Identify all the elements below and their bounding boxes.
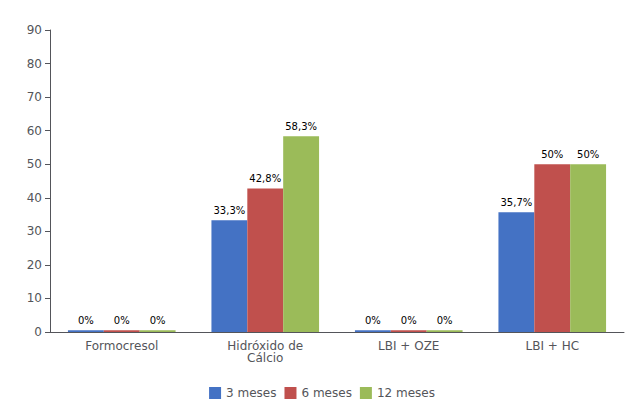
svg-text:6 meses: 6 meses (301, 386, 351, 400)
svg-text:20: 20 (27, 258, 42, 272)
svg-text:0%: 0% (401, 315, 417, 326)
svg-text:50%: 50% (541, 149, 563, 160)
svg-text:90: 90 (27, 23, 42, 37)
svg-text:LBI + OZE: LBI + OZE (378, 339, 439, 353)
svg-text:50: 50 (27, 157, 42, 171)
svg-text:Formocresol: Formocresol (85, 339, 158, 353)
svg-text:Cálcio: Cálcio (247, 351, 283, 365)
svg-text:0%: 0% (150, 315, 166, 326)
svg-text:0%: 0% (365, 315, 381, 326)
svg-text:70: 70 (27, 90, 42, 104)
svg-text:30: 30 (27, 224, 42, 238)
svg-text:0%: 0% (78, 315, 94, 326)
svg-text:58,3%: 58,3% (285, 121, 317, 132)
svg-text:12 meses: 12 meses (377, 386, 435, 400)
svg-text:0%: 0% (437, 315, 453, 326)
svg-text:33,3%: 33,3% (213, 205, 245, 216)
svg-text:40: 40 (27, 191, 42, 205)
svg-text:0%: 0% (114, 315, 130, 326)
svg-text:Hidróxido de: Hidróxido de (227, 339, 304, 353)
svg-text:10: 10 (27, 291, 42, 305)
svg-text:80: 80 (27, 57, 42, 71)
svg-text:0: 0 (34, 325, 42, 339)
svg-text:35,7%: 35,7% (500, 197, 532, 208)
svg-text:50%: 50% (577, 149, 599, 160)
svg-text:3 meses: 3 meses (226, 386, 276, 400)
svg-text:42,8%: 42,8% (249, 173, 281, 184)
svg-text:60: 60 (27, 124, 42, 138)
svg-text:LBI + HC: LBI + HC (525, 339, 579, 353)
